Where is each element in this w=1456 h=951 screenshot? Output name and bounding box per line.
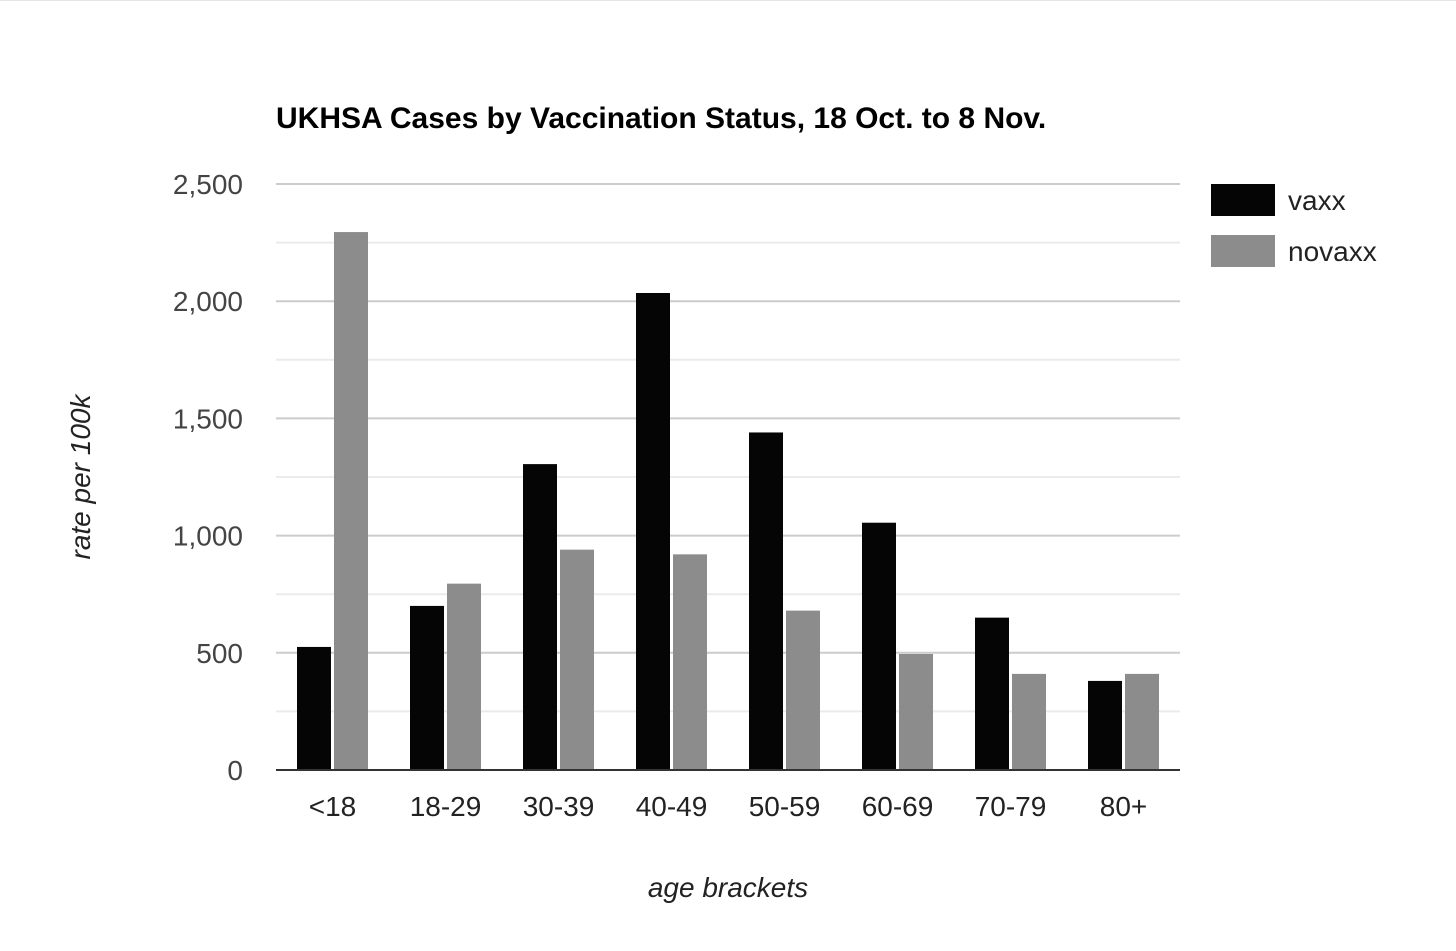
bar-novaxx: [1125, 673, 1159, 770]
legend: vaxx novaxx: [1211, 184, 1377, 267]
bar-vaxx: [410, 605, 444, 770]
x-tick-label: <18: [309, 791, 357, 822]
bar-novaxx: [334, 232, 368, 770]
bar-vaxx: [975, 617, 1009, 770]
legend-swatch-novaxx: [1211, 235, 1275, 267]
bar-vaxx: [862, 522, 896, 770]
x-axis-label: age brackets: [648, 872, 808, 903]
x-tick-label: 30-39: [523, 791, 595, 822]
legend-label-novaxx: novaxx: [1288, 236, 1377, 267]
bar-vaxx: [636, 292, 670, 770]
bar-novaxx: [447, 583, 481, 770]
bar-novaxx: [560, 549, 594, 770]
legend-label-vaxx: vaxx: [1288, 185, 1346, 216]
y-tick-label: 1,000: [173, 521, 243, 552]
y-tick-label: 2,500: [173, 169, 243, 200]
chart-title: UKHSA Cases by Vaccination Status, 18 Oc…: [276, 102, 1046, 135]
bar-novaxx: [899, 653, 933, 770]
bar-novaxx: [673, 554, 707, 770]
y-tick-label: 2,000: [173, 286, 243, 317]
x-tick-label: 60-69: [862, 791, 934, 822]
x-tick-label: 80+: [1100, 791, 1148, 822]
x-tick-label: 40-49: [636, 791, 708, 822]
x-tick-label: 50-59: [749, 791, 821, 822]
legend-swatch-vaxx: [1211, 184, 1275, 216]
y-tick-label: 0: [227, 755, 243, 786]
top-border-line: [0, 0, 1456, 1]
y-tick-label: 500: [196, 638, 243, 669]
bar-vaxx: [523, 464, 557, 770]
bar-vaxx: [297, 646, 331, 770]
y-axis-label: rate per 100k: [65, 393, 96, 560]
bar-vaxx: [749, 432, 783, 770]
x-axis-ticks: <18 18-29 30-39 40-49 50-59 60-69 70-79 80+: [309, 791, 1148, 822]
bar-vaxx: [1088, 680, 1122, 770]
bar-novaxx: [786, 610, 820, 770]
bars: [297, 232, 1159, 770]
x-tick-label: 70-79: [975, 791, 1047, 822]
y-axis-ticks: 0 500 1,000 1,500 2,000 2,500: [173, 169, 243, 786]
bar-novaxx: [1012, 673, 1046, 770]
x-tick-label: 18-29: [410, 791, 482, 822]
y-tick-label: 1,500: [173, 403, 243, 434]
